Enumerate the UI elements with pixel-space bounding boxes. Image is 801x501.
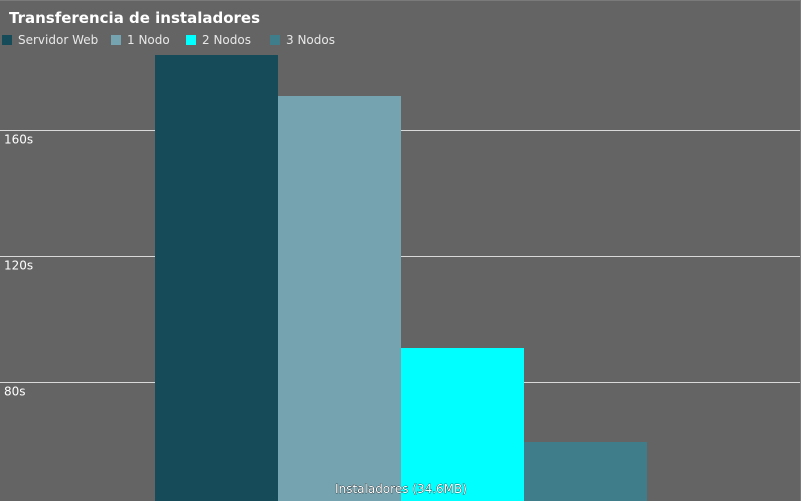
chart-title: Transferencia de instaladores xyxy=(9,9,261,27)
y-tick-label: 80s xyxy=(4,385,26,399)
x-axis-label: Instaladores (34.6MB) xyxy=(335,482,467,496)
y-tick-label: 120s xyxy=(4,259,33,273)
legend-label: 1 Nodo xyxy=(127,33,170,47)
legend-swatch xyxy=(2,35,12,45)
legend-label: 3 Nodos xyxy=(286,33,335,47)
bar-2-nodos xyxy=(401,348,524,501)
legend-swatch xyxy=(111,35,121,45)
y-tick-label: 160s xyxy=(4,133,33,147)
legend-swatch xyxy=(186,35,196,45)
bar-servidor-web xyxy=(155,55,278,501)
legend-label: Servidor Web xyxy=(18,33,99,47)
legend-label: 2 Nodos xyxy=(202,33,251,47)
bar-3-nodos xyxy=(524,442,647,501)
legend-swatch xyxy=(270,35,280,45)
bar-1-nodo xyxy=(278,96,401,501)
